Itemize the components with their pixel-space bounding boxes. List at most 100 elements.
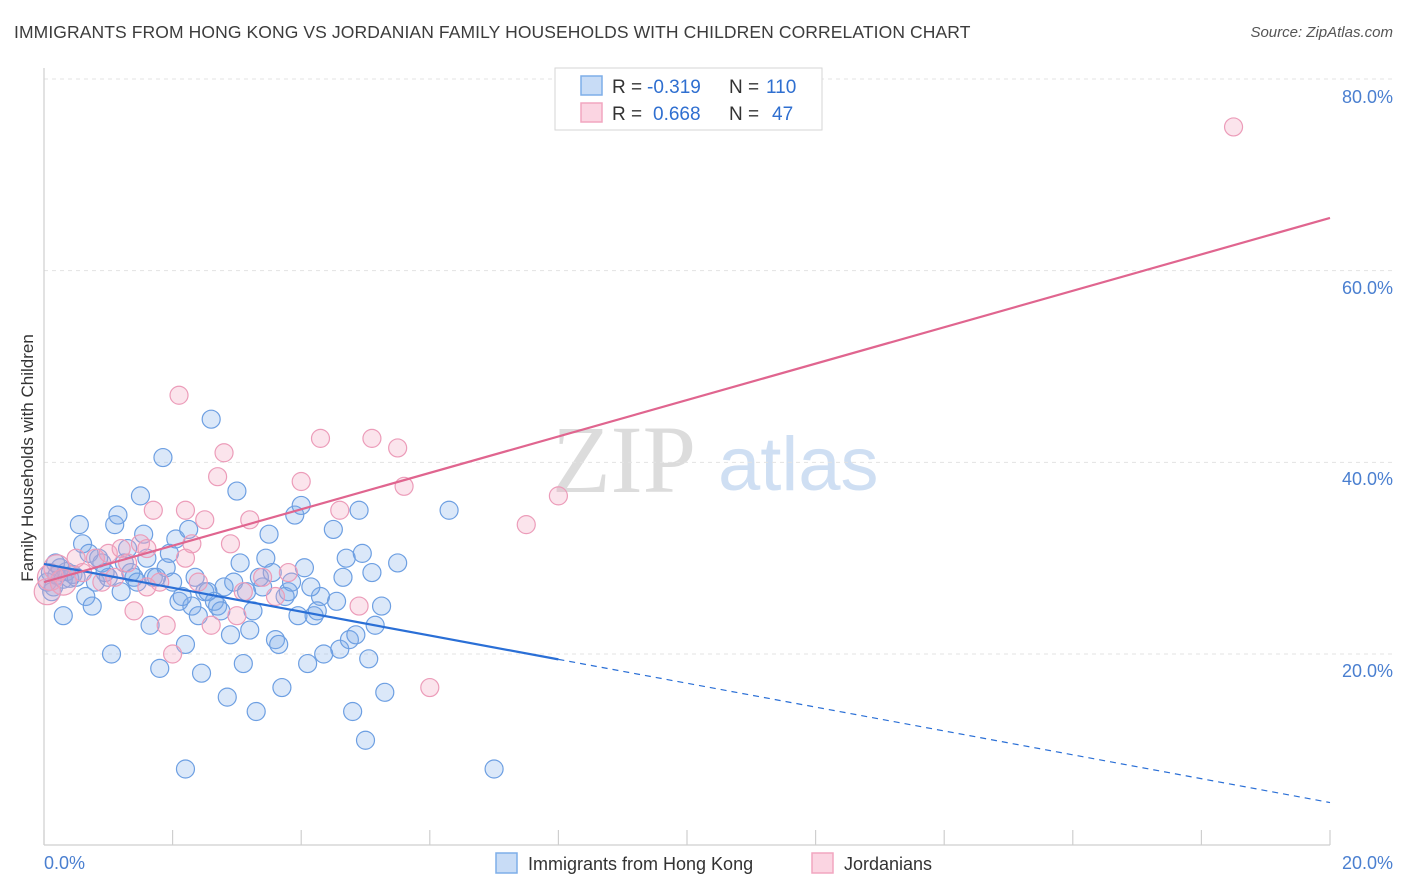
hongkong-point-16 [111,582,131,602]
hongkong-point-96 [294,558,315,578]
hongkong-point-99 [314,644,334,664]
hongkong-point-67 [108,505,128,525]
hongkong-point-80 [191,663,212,683]
hongkong-point-35 [233,653,253,674]
y-tick-label-60: 60.0% [1342,278,1393,298]
series-legend: Immigrants from Hong Kong Jordanians [495,852,932,874]
hongkong-point-36 [240,620,260,640]
jordanians-point-25 [208,467,228,487]
jordanians-point-16 [150,572,170,592]
legend-r-label-2: R = [612,104,642,125]
watermark-atlas: atlas [718,422,879,507]
jordanians-point-8 [98,543,118,563]
hongkong-point-105 [359,649,379,669]
jordanians-point-38 [362,428,382,448]
hongkong-trend-line [43,562,559,661]
hongkong-point-93 [275,586,295,607]
hongkong-trend-extension [558,658,1331,804]
jordanians-point-41 [420,677,440,698]
legend-n-value-1: 110 [766,77,796,98]
hongkong-point-26 [175,634,196,655]
jordanians-point-28 [227,606,247,626]
hongkong-point-54 [362,562,382,583]
hongkong-point-92 [269,634,289,655]
hongkong-point-84 [217,687,237,707]
jordanians-point-33 [278,562,298,583]
hongkong-point-98 [307,601,327,621]
points-layer [33,117,1244,779]
axes [43,68,1331,846]
hongkong-point-61 [69,515,89,535]
bottom-legend-swatch-hongkong [495,852,518,874]
hongkong-point-39 [259,524,279,544]
hongkong-point-52 [349,500,369,520]
chart-title: IMMIGRANTS FROM HONG KONG VS JORDANIAN F… [14,22,971,42]
correlation-legend: R = -0.319 N = 110 R = 0.668 N = 47 [554,67,823,131]
hongkong-point-50 [336,548,356,568]
jordanians-point-31 [253,567,273,587]
x-tick-label-min: 0.0% [44,853,85,873]
jordanians-point-15 [143,500,163,520]
jordanians-point-12 [124,601,144,621]
hongkong-point-91 [262,562,282,583]
jordanians-point-20 [175,500,196,520]
jordanians-point-45 [175,548,196,568]
bottom-legend-label-jordanians: Jordanians [844,854,932,874]
hongkong-point-28 [188,606,208,626]
hongkong-point-74 [153,447,173,468]
hongkong-point-48 [323,519,343,540]
jordanians-point-32 [265,586,286,607]
hongkong-point-90 [256,548,276,568]
hongkong-point-85 [224,572,244,592]
hongkong-point-51 [343,701,363,722]
jordanians-point-4 [66,548,86,568]
jordanians-point-7 [92,572,112,592]
jordanians-point-23 [195,510,215,530]
jordanians-point-18 [163,644,183,664]
hongkong-point-66 [101,644,122,664]
watermark-zip: ZIP [552,406,696,513]
y-tick-label-20: 20.0% [1342,661,1393,681]
jordanians-point-44 [1223,117,1244,137]
x-tick-label-max: 20.0% [1342,853,1393,873]
hongkong-point-23 [156,558,176,578]
hongkong-point-56 [388,553,408,573]
jordanians-point-37 [349,596,369,616]
hongkong-point-97 [301,577,321,597]
hongkong-point-63 [82,596,102,616]
hongkong-point-100 [326,591,347,611]
jordanians-point-35 [310,428,331,448]
jordanians-point-11 [117,553,138,573]
bottom-legend-swatch-jordanians [811,852,834,874]
hongkong-point-59 [175,759,196,779]
legend-n-label-1: N = [729,77,759,98]
hongkong-point-104 [352,543,372,563]
jordanians-trend-line [43,216,1331,584]
jordanians-point-17 [156,615,176,635]
hongkong-point-19 [130,486,151,506]
y-tick-label-40: 40.0% [1342,469,1393,489]
hongkong-point-107 [371,596,392,616]
legend-r-value-2: 0.668 [653,104,701,125]
hongkong-point-72 [140,615,160,635]
hongkong-point-62 [76,586,96,607]
hongkong-point-77 [172,586,192,607]
hongkong-point-86 [230,553,250,573]
bottom-legend-label-hongkong: Immigrants from Hong Kong [528,854,753,874]
jordanians-point-39 [388,438,408,458]
jordanians-point-29 [233,582,253,602]
jordanians-point-24 [201,615,221,635]
hongkong-point-10 [72,534,93,554]
legend-n-label-2: N = [729,104,759,125]
hongkong-point-30 [201,409,221,429]
hongkong-point-53 [355,730,376,750]
source-credit: Source: ZipAtlas.com [1250,24,1393,41]
hongkong-point-22 [150,658,170,678]
legend-r-value-1: -0.319 [647,77,701,98]
jordanians-point-27 [220,534,241,554]
hongkong-point-33 [220,625,241,645]
jordanians-point-46 [137,538,157,559]
jordanians-point-34 [291,471,311,492]
y-tick-label-80: 80.0% [1342,87,1393,107]
y-axis-label: Family Households with Children [18,334,37,582]
